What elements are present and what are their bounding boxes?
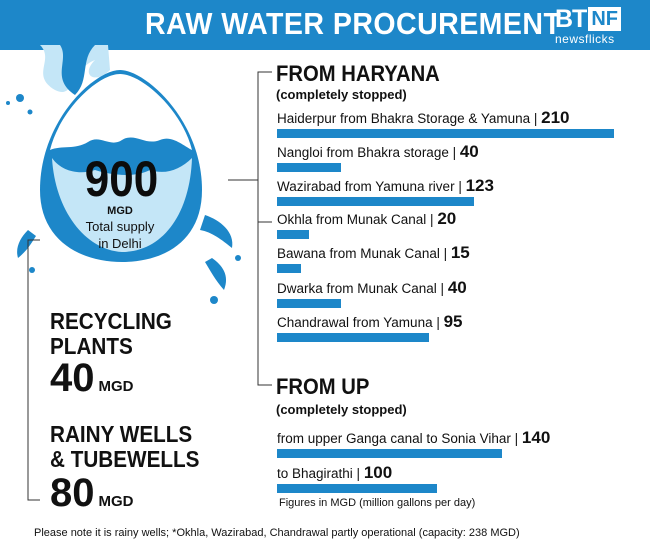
bar-label: from upper Ganga canal to Sonia Vihar | … xyxy=(277,429,550,448)
bar xyxy=(277,333,429,342)
bar-label-text: Chandrawal from Yamuna | xyxy=(277,315,444,330)
bar-value: 15 xyxy=(450,243,470,262)
total-supply-unit: MGD xyxy=(107,205,133,217)
bar xyxy=(277,484,437,493)
recycling-unit: MGD xyxy=(98,378,134,395)
bar-label: Bawana from Munak Canal | 15 xyxy=(277,244,470,263)
bar-label: Haiderpur from Bhakra Storage & Yamuna |… xyxy=(277,109,570,128)
bar-label-text: to Bhagirathi | xyxy=(277,466,364,481)
bar xyxy=(277,299,341,308)
bar-label: Dwarka from Munak Canal | 40 xyxy=(277,279,467,298)
page-title: RAW WATER PROCUREMENT xyxy=(145,6,562,41)
bar-value: 100 xyxy=(363,463,393,482)
total-supply-label-line1: Total supply xyxy=(85,219,155,234)
bar-value: 123 xyxy=(465,176,494,195)
bar-label: Chandrawal from Yamuna | 95 xyxy=(277,313,463,332)
logo-box-text: NF xyxy=(588,7,621,31)
header-banner: RAW WATER PROCUREMENT BT NF newsflicks xyxy=(0,0,650,50)
up-heading: FROM UP xyxy=(276,374,370,399)
bar-label: Okhla from Munak Canal | 20 xyxy=(277,210,456,229)
total-supply-value: 900 xyxy=(84,151,159,207)
bar-label-text: Haiderpur from Bhakra Storage & Yamuna | xyxy=(277,111,542,126)
bar-label: to Bhagirathi | 100 xyxy=(277,464,392,483)
bar xyxy=(277,449,502,458)
recycling-heading-line2: PLANTS xyxy=(50,333,133,359)
total-supply-label-line2: in Delhi xyxy=(98,236,142,251)
wells-heading-line1: RAINY WELLS xyxy=(50,421,193,447)
bar-label-text: Dwarka from Munak Canal | xyxy=(277,281,448,296)
recycling-value: 40 MGD xyxy=(50,358,134,407)
haryana-subheading: (completely stopped) xyxy=(276,87,407,102)
bar-label-text: Wazirabad from Yamuna river | xyxy=(277,179,466,194)
bar-value: 20 xyxy=(437,209,457,228)
logo-text: BT xyxy=(555,5,587,33)
bar-label-text: Nangloi from Bhakra storage | xyxy=(277,145,460,160)
logo-subtitle: newsflicks xyxy=(555,32,615,46)
figures-note: Figures in MGD (million gallons per day) xyxy=(279,497,476,509)
bar-label-text: from upper Ganga canal to Sonia Vihar | xyxy=(277,431,522,446)
bar-value: 140 xyxy=(521,428,551,447)
wells-number: 80 xyxy=(50,471,95,515)
wells-unit: MGD xyxy=(98,493,134,510)
water-drop-icon xyxy=(6,45,241,304)
bar-label-text: Bawana from Munak Canal | xyxy=(277,246,451,261)
brand-logo: BT NF newsflicks xyxy=(555,6,643,46)
bar-value: 95 xyxy=(443,312,463,331)
bar xyxy=(277,129,614,138)
bar-value: 40 xyxy=(459,142,479,161)
haryana-heading: FROM HARYANA xyxy=(276,61,440,86)
bar-label-text: Okhla from Munak Canal | xyxy=(277,212,438,227)
bar-label: Nangloi from Bhakra storage | 40 xyxy=(277,143,479,162)
bar xyxy=(277,197,474,206)
up-subheading: (completely stopped) xyxy=(276,402,407,417)
total-supply-label: Total supply in Delhi xyxy=(60,218,180,252)
bar xyxy=(277,264,301,273)
bar-value: 40 xyxy=(447,278,467,297)
bar-value: 210 xyxy=(541,108,570,127)
footnote: Please note it is rainy wells; *Okhla, W… xyxy=(34,527,520,539)
wells-value: 80 MGD xyxy=(50,473,134,522)
bar xyxy=(277,230,309,239)
bar xyxy=(277,163,341,172)
recycling-number: 40 xyxy=(50,356,95,400)
wells-heading-line2: & TUBEWELLS xyxy=(50,446,200,472)
recycling-heading-line1: RECYCLING xyxy=(50,308,172,334)
bar-label: Wazirabad from Yamuna river | 123 xyxy=(277,177,494,196)
